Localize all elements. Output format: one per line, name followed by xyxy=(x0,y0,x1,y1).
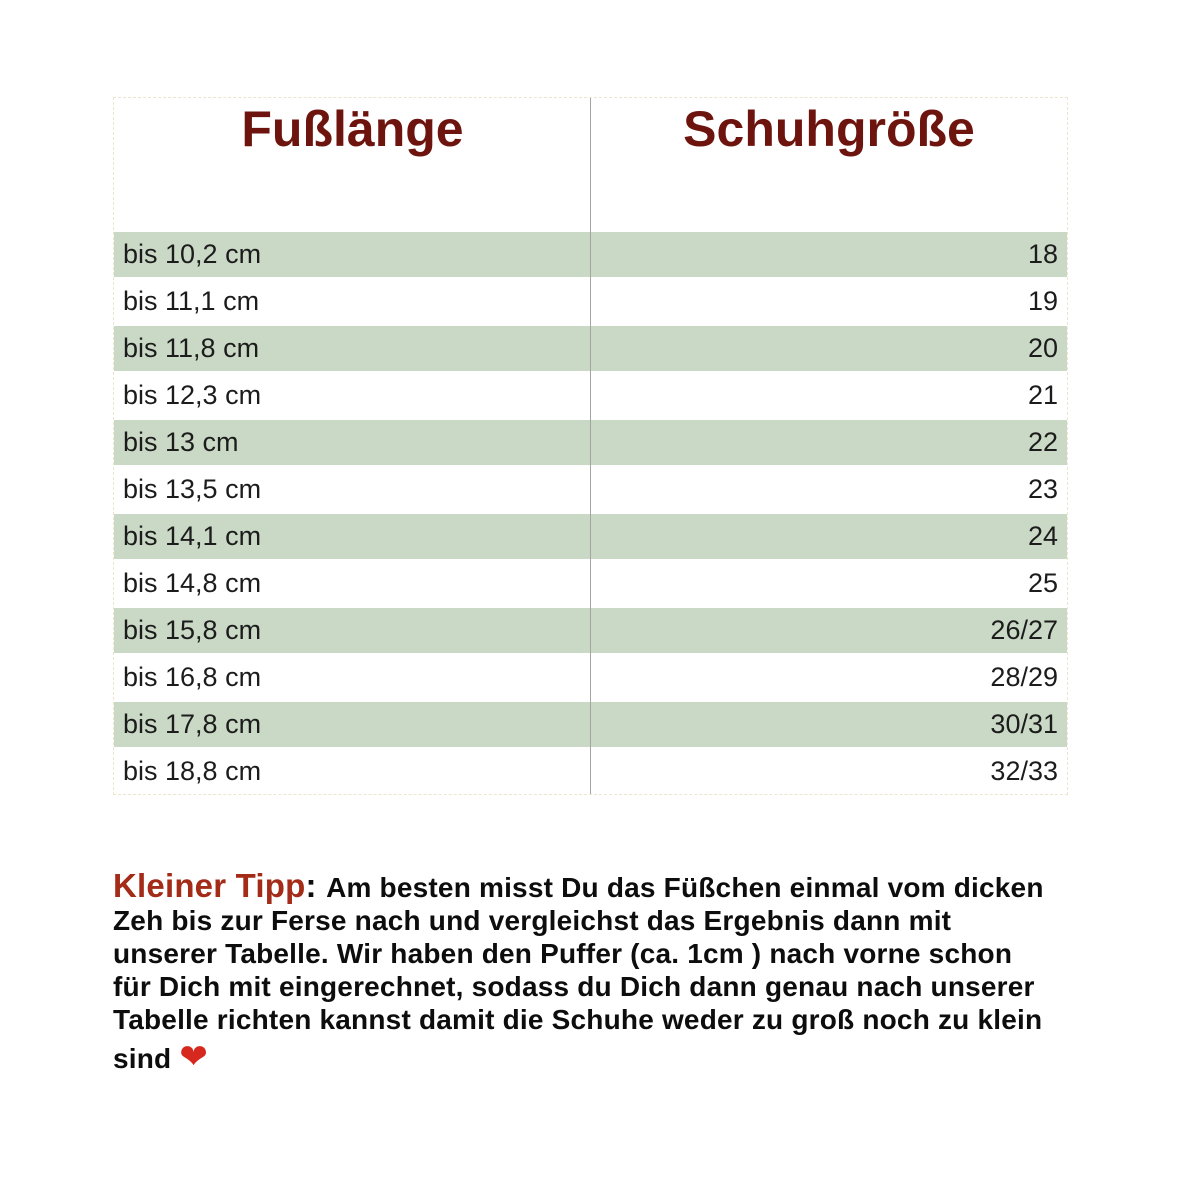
column-header-shoe-size: Schuhgröße xyxy=(591,98,1067,230)
foot-length-cell: bis 11,1 cm xyxy=(114,277,591,324)
table-row: bis 10,2 cm 18 xyxy=(114,230,1067,277)
size-table: Fußlänge Schuhgröße bis 10,2 cm 18 bis 1… xyxy=(113,97,1068,795)
foot-length-cell: bis 13 cm xyxy=(114,418,591,465)
foot-length-cell: bis 14,8 cm xyxy=(114,559,591,606)
column-divider-line xyxy=(590,98,591,794)
foot-length-cell: bis 18,8 cm xyxy=(114,747,591,794)
shoe-size-cell: 26/27 xyxy=(591,606,1067,653)
shoe-size-cell: 23 xyxy=(591,465,1067,512)
table-row: bis 13 cm 22 xyxy=(114,418,1067,465)
table-row: bis 11,8 cm 20 xyxy=(114,324,1067,371)
table-row: bis 18,8 cm 32/33 xyxy=(114,747,1067,794)
foot-length-cell: bis 11,8 cm xyxy=(114,324,591,371)
table-row: bis 14,8 cm 25 xyxy=(114,559,1067,606)
shoe-size-cell: 25 xyxy=(591,559,1067,606)
shoe-size-cell: 32/33 xyxy=(591,747,1067,794)
tip-paragraph: Kleiner Tipp: Am besten misst Du das Füß… xyxy=(113,869,1053,1078)
foot-length-cell: bis 12,3 cm xyxy=(114,371,591,418)
table-row: bis 17,8 cm 30/31 xyxy=(114,700,1067,747)
tip-colon: : xyxy=(305,867,327,904)
foot-length-cell: bis 10,2 cm xyxy=(114,230,591,277)
table-row: bis 15,8 cm 26/27 xyxy=(114,606,1067,653)
foot-length-cell: bis 17,8 cm xyxy=(114,700,591,747)
shoe-size-cell: 22 xyxy=(591,418,1067,465)
table-row: bis 13,5 cm 23 xyxy=(114,465,1067,512)
table-row: bis 11,1 cm 19 xyxy=(114,277,1067,324)
table-row: bis 12,3 cm 21 xyxy=(114,371,1067,418)
size-table-body: bis 10,2 cm 18 bis 11,1 cm 19 bis 11,8 c… xyxy=(114,230,1067,794)
shoe-size-cell: 30/31 xyxy=(591,700,1067,747)
foot-length-cell: bis 15,8 cm xyxy=(114,606,591,653)
tip-text: Am besten misst Du das Füßchen einmal vo… xyxy=(113,872,1044,1074)
table-header-row: Fußlänge Schuhgröße xyxy=(114,98,1067,230)
foot-length-cell: bis 13,5 cm xyxy=(114,465,591,512)
tip-label: Kleiner Tipp xyxy=(113,867,306,904)
shoe-size-cell: 24 xyxy=(591,512,1067,559)
foot-length-cell: bis 16,8 cm xyxy=(114,653,591,700)
shoe-size-cell: 19 xyxy=(591,277,1067,324)
foot-length-cell: bis 14,1 cm xyxy=(114,512,591,559)
shoe-size-cell: 18 xyxy=(591,230,1067,277)
column-header-foot-length: Fußlänge xyxy=(114,98,591,230)
table-row: bis 16,8 cm 28/29 xyxy=(114,653,1067,700)
shoe-size-cell: 21 xyxy=(591,371,1067,418)
shoe-size-cell: 28/29 xyxy=(591,653,1067,700)
heart-icon: ❤ xyxy=(179,1038,209,1076)
table-row: bis 14,1 cm 24 xyxy=(114,512,1067,559)
shoe-size-cell: 20 xyxy=(591,324,1067,371)
